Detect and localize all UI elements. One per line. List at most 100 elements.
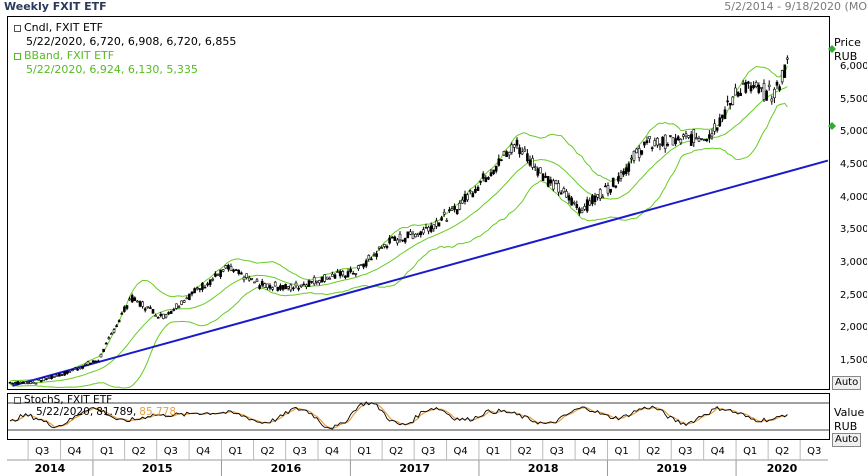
candle-body (104, 342, 108, 345)
candle-body (541, 173, 545, 181)
price-panel[interactable]: Cndl, FXIT ETF 5/22/2020, 6,720, 6,908, … (7, 16, 830, 390)
candle-body (492, 169, 495, 174)
candle-body (718, 117, 722, 127)
candle-body (487, 177, 490, 180)
candle-body (52, 376, 56, 378)
year-label: 2018 (528, 462, 559, 475)
candle-body (240, 272, 243, 275)
candle-body (661, 136, 664, 146)
candle-body (81, 366, 85, 369)
candle-body (172, 309, 176, 311)
candle-body (432, 224, 436, 230)
candle-body (372, 254, 376, 256)
candle-body (185, 297, 189, 300)
candle-body (247, 277, 251, 281)
candle-body (419, 231, 423, 236)
candle-body (94, 360, 98, 363)
candle-body (58, 373, 61, 377)
candle-body (206, 283, 209, 286)
candle-body (271, 287, 274, 290)
candle-body (68, 371, 72, 373)
candle-body (164, 314, 168, 318)
quarter-label: Q4 (68, 446, 82, 457)
candle-body (728, 103, 732, 106)
candle-body (21, 381, 25, 384)
bband-legend-icon (14, 52, 21, 60)
stoch-date: 5/22/2020, (36, 406, 94, 418)
candle-body (250, 278, 254, 280)
candle-body (663, 134, 667, 149)
candle-body (466, 194, 469, 201)
candle-body (214, 273, 217, 277)
candle-body (437, 222, 441, 227)
price-chart-svg[interactable] (8, 17, 829, 389)
quarter-label: Q1 (357, 446, 371, 457)
quarter-label: Q2 (646, 446, 660, 457)
price-tick-label: 2,500 (840, 289, 867, 301)
candle-body (427, 227, 430, 232)
stoch-axis-title: Value (834, 406, 865, 419)
cndl-label: Cndl, FXIT ETF (24, 21, 104, 34)
candle-body (388, 237, 391, 244)
candle-body (739, 92, 742, 97)
candle-body (208, 279, 212, 285)
candle-body (401, 239, 404, 242)
candle-body (697, 138, 701, 142)
price-tick-label: 4,500 (840, 159, 867, 171)
candle-body (689, 134, 693, 146)
stoch-auto-button[interactable]: Auto (832, 433, 862, 447)
candle-body (357, 265, 360, 270)
candle-body (216, 274, 220, 276)
candle-body (778, 86, 781, 91)
candle-body (552, 180, 555, 190)
candle-body (177, 306, 181, 308)
bband-marker-icon (828, 122, 836, 130)
date-range: 5/2/2014 - 9/18/2020 (MO (724, 0, 867, 13)
year-label: 2014 (35, 462, 66, 475)
candle-body (695, 137, 698, 139)
candle-body (643, 141, 646, 146)
candle-body (406, 231, 410, 239)
quarter-label: Q1 (228, 446, 242, 457)
candle-body (424, 227, 428, 229)
candle-body (11, 382, 14, 385)
candle-body (221, 269, 225, 272)
quarter-label: Q2 (261, 446, 275, 457)
candle-body (752, 85, 755, 88)
candle-body (515, 139, 519, 146)
candle-body (89, 362, 92, 365)
price-tick-label: 3,500 (840, 224, 867, 236)
candle-body (518, 147, 521, 155)
candle-body (60, 374, 64, 376)
candle-body (138, 301, 142, 307)
candle-body (463, 193, 467, 202)
candle-body (682, 134, 685, 137)
candle-body (112, 329, 116, 333)
candle-body (336, 271, 339, 274)
candle-body (575, 204, 579, 208)
candle-body (619, 172, 623, 179)
candle-body (305, 284, 308, 288)
candle-body (318, 280, 321, 284)
candle-body (146, 306, 150, 308)
candle-body (133, 297, 137, 301)
candle-body (117, 320, 121, 323)
candle-body (747, 81, 750, 84)
candle-body (614, 185, 618, 188)
candle-body (128, 298, 131, 301)
candle-body (544, 175, 547, 178)
candle-body (50, 375, 53, 379)
price-auto-button[interactable]: Auto (832, 376, 862, 390)
candle-body (630, 157, 633, 160)
candle-body (455, 209, 459, 214)
stoch-panel[interactable]: StochS, FXIT ETF 5/22/2020, 81.789, 85.7… (7, 393, 830, 440)
candle-body (167, 312, 170, 315)
candle-body (299, 284, 303, 287)
candle-body (180, 300, 183, 305)
candle-body (310, 281, 313, 283)
candle-body (624, 167, 628, 174)
stoch-chart-svg[interactable] (8, 394, 829, 439)
candle-body (653, 140, 657, 147)
candle-body (757, 84, 761, 93)
candle-body (539, 167, 542, 174)
